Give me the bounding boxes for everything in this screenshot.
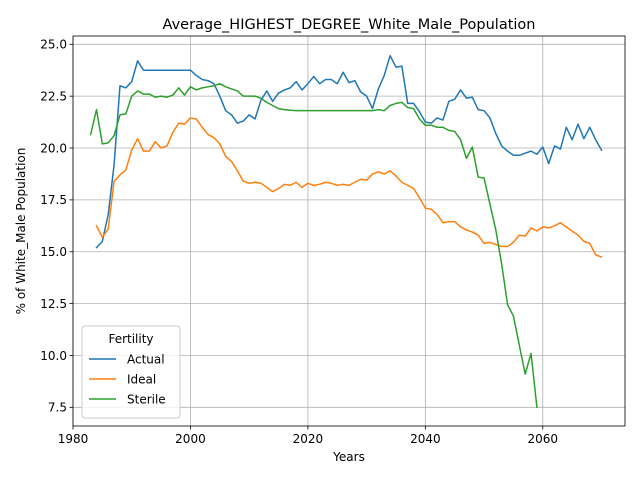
y-tick-label: 17.5 [40,193,67,207]
series-line-actual [95,54,603,249]
y-tick-label: 20.0 [40,141,67,155]
legend-label-actual: Actual [127,352,165,366]
plot-frame [72,35,626,427]
chart-title: Average_HIGHEST_DEGREE_White_Male_Popula… [163,17,536,33]
legend-label-ideal: Ideal [127,372,156,386]
y-tick-label: 10.0 [40,349,67,363]
series-line-ideal [95,117,603,258]
x-tick-label: 2040 [410,432,441,446]
legend-items: Actual Ideal Sterile [89,352,166,406]
legend-label-sterile: Sterile [127,392,166,406]
x-axis-title: Years [332,450,365,464]
legend: Fertility Actual Ideal Sterile [81,325,181,419]
x-tick-label: 1980 [58,432,89,446]
y-tick-label: 25.0 [40,38,67,52]
legend-title: Fertility [108,332,153,346]
y-tick-label: 15.0 [40,245,67,259]
y-axis: 7.5 10.0 12.5 15.0 17.5 20.0 22.5 25.0 [40,38,73,415]
x-axis: 1980 2000 2020 2040 2060 [58,426,558,446]
series-lines [89,54,603,409]
y-tick-label: 22.5 [40,89,67,103]
x-tick-label: 2060 [528,432,559,446]
y-tick-label: 12.5 [40,297,67,311]
x-tick-label: 2000 [175,432,206,446]
y-axis-title: % of White_Male Population [14,148,28,315]
x-tick-label: 2020 [293,432,324,446]
series-line-sterile [89,82,538,409]
y-tick-label: 7.5 [48,401,67,415]
legend-box [81,325,181,419]
